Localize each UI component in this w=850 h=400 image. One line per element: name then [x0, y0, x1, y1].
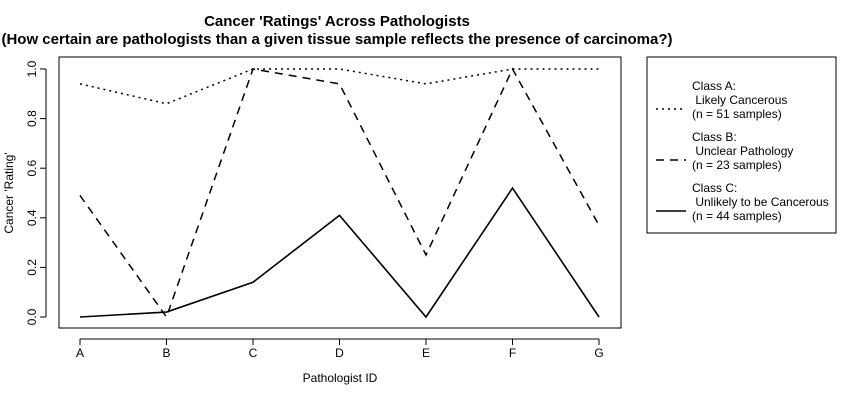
y-tick-label: 0.6: [25, 160, 39, 177]
x-tick-label: C: [249, 346, 258, 360]
legend-label: Class C:: [692, 181, 737, 195]
y-tick-label: 0.4: [25, 209, 39, 226]
chart-subtitle: (How certain are pathologists than a giv…: [1, 31, 672, 48]
legend-label: Class A:: [692, 79, 736, 93]
x-tick-label: A: [76, 346, 84, 360]
y-tick-label: 0.0: [25, 308, 39, 325]
chart-title: Cancer 'Ratings' Across Pathologists: [204, 13, 470, 30]
plot-frame: [58, 56, 622, 329]
legend-label: Class B:: [692, 130, 737, 144]
legend-label: Unclear Pathology: [692, 144, 793, 158]
x-tick-label: F: [509, 346, 516, 360]
legend-label: (n = 51 samples): [692, 107, 782, 121]
y-axis-label: Cancer 'Rating': [2, 152, 16, 233]
y-tick-label: 0.8: [25, 110, 39, 127]
series-layer: [79, 67, 600, 319]
x-tick-label: E: [422, 346, 430, 360]
series-line-c: [79, 186, 600, 319]
legend-label: Unlikely to be Cancerous: [692, 195, 829, 209]
legend-label: (n = 23 samples): [692, 158, 782, 172]
legend-label: (n = 44 samples): [692, 209, 782, 223]
x-tick-label: B: [162, 346, 170, 360]
y-tick-label: 0.2: [25, 259, 39, 276]
legend-box: [646, 56, 837, 234]
y-tick-label: 1.0: [25, 60, 39, 77]
legend-label: Likely Cancerous: [692, 93, 787, 107]
series-line-a: [79, 68, 599, 105]
x-tick-label: G: [594, 346, 603, 360]
y-axis: 0.0 0.2 0.4 0.6 0.8 1.0: [25, 60, 47, 325]
series-line-b: [79, 67, 600, 319]
legend: Class A: Likely Cancerous(n = 51 samples…: [656, 79, 829, 223]
x-axis-label: Pathologist ID: [303, 371, 378, 385]
x-axis: A B C D E F G: [76, 338, 604, 360]
x-tick-label: D: [335, 346, 344, 360]
